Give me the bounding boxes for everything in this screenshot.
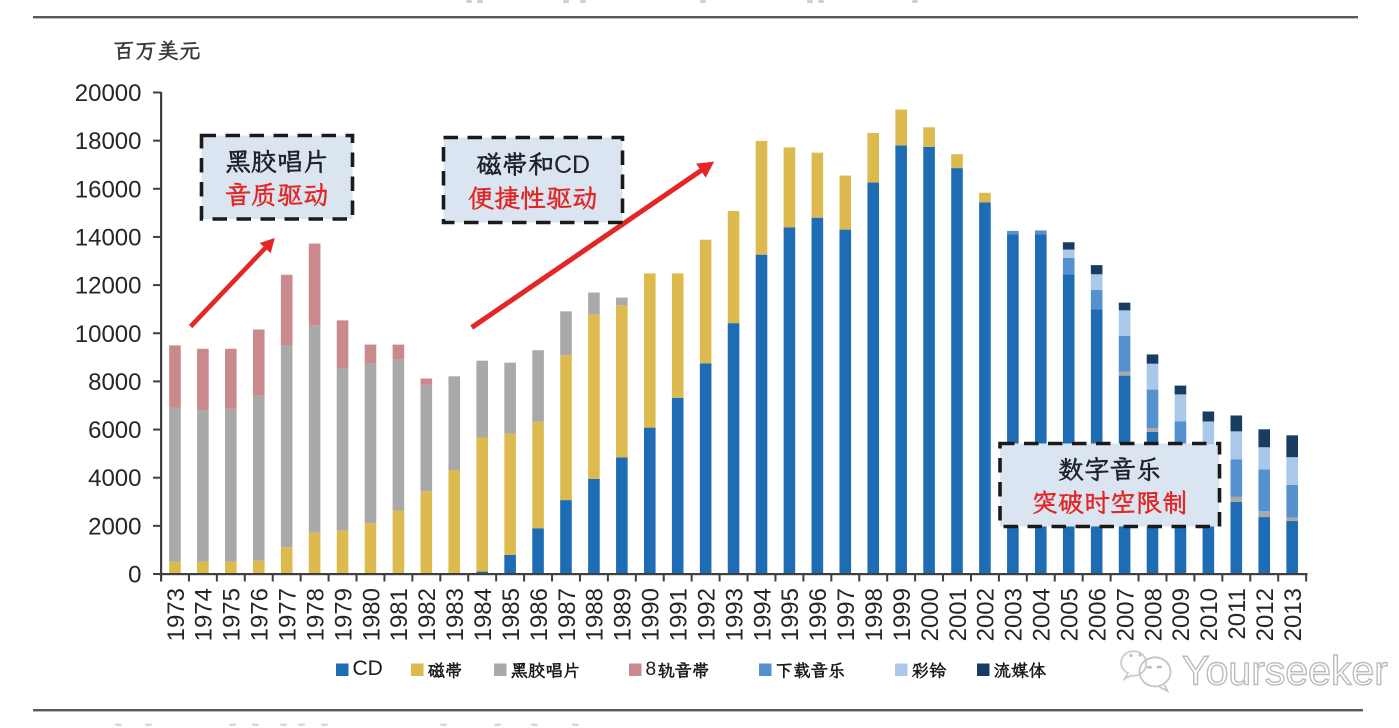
svg-text:1989: 1989 <box>610 588 637 641</box>
svg-text:1998: 1998 <box>861 588 888 641</box>
svg-text:8000: 8000 <box>88 369 141 396</box>
svg-text:2001: 2001 <box>945 588 972 641</box>
svg-text:2008: 2008 <box>1140 588 1167 641</box>
svg-text:10000: 10000 <box>75 321 142 348</box>
svg-text:1995: 1995 <box>777 588 804 641</box>
svg-text:1975: 1975 <box>219 588 246 641</box>
svg-text:1987: 1987 <box>554 588 581 641</box>
svg-text:4000: 4000 <box>88 465 141 492</box>
svg-text:20000: 20000 <box>75 80 142 107</box>
svg-text:2012: 2012 <box>1252 588 1279 641</box>
svg-text:2000: 2000 <box>917 588 944 641</box>
svg-text:1985: 1985 <box>498 588 525 641</box>
svg-text:2000: 2000 <box>88 513 141 540</box>
svg-text:1991: 1991 <box>666 588 693 641</box>
svg-text:6000: 6000 <box>88 417 141 444</box>
svg-text:1976: 1976 <box>247 588 274 641</box>
svg-text:1983: 1983 <box>442 588 469 641</box>
svg-text:CD: CD <box>353 657 383 680</box>
svg-text:2007: 2007 <box>1112 588 1139 641</box>
svg-text:18000: 18000 <box>75 128 142 155</box>
svg-text:1993: 1993 <box>721 588 748 641</box>
svg-text:1994: 1994 <box>749 588 776 641</box>
svg-text:2011: 2011 <box>1224 588 1251 640</box>
svg-text:Yourseeker: Yourseeker <box>1182 648 1388 694</box>
svg-text:2002: 2002 <box>973 588 1000 641</box>
svg-text:8: 8 <box>646 659 657 680</box>
svg-text:1984: 1984 <box>470 588 497 641</box>
svg-text:1997: 1997 <box>833 588 860 641</box>
svg-text:1996: 1996 <box>805 588 832 641</box>
svg-text:1977: 1977 <box>274 588 301 641</box>
svg-text:1981: 1981 <box>386 588 413 641</box>
svg-text:1999: 1999 <box>889 588 916 641</box>
svg-text:1974: 1974 <box>191 588 218 641</box>
svg-text:1992: 1992 <box>693 588 720 641</box>
svg-text:1986: 1986 <box>526 588 553 641</box>
svg-text:2009: 2009 <box>1168 588 1195 641</box>
svg-text:2010: 2010 <box>1196 588 1223 641</box>
svg-text:14000: 14000 <box>75 224 142 251</box>
svg-text:2004: 2004 <box>1029 588 1056 641</box>
svg-text:CD: CD <box>554 151 590 179</box>
svg-text:16000: 16000 <box>75 176 142 203</box>
svg-text:2013: 2013 <box>1280 588 1307 641</box>
svg-text:1979: 1979 <box>330 588 357 641</box>
svg-text:1982: 1982 <box>414 588 441 641</box>
svg-text:1973: 1973 <box>163 588 190 641</box>
svg-text:1990: 1990 <box>638 588 665 641</box>
svg-text:2006: 2006 <box>1084 588 1111 641</box>
svg-text:1988: 1988 <box>582 588 609 641</box>
svg-text:1978: 1978 <box>302 588 329 641</box>
svg-text:12000: 12000 <box>75 273 142 300</box>
svg-text:0: 0 <box>128 562 141 589</box>
svg-text:1980: 1980 <box>358 588 385 641</box>
svg-text:2003: 2003 <box>1001 588 1028 641</box>
svg-text:2005: 2005 <box>1057 588 1084 641</box>
